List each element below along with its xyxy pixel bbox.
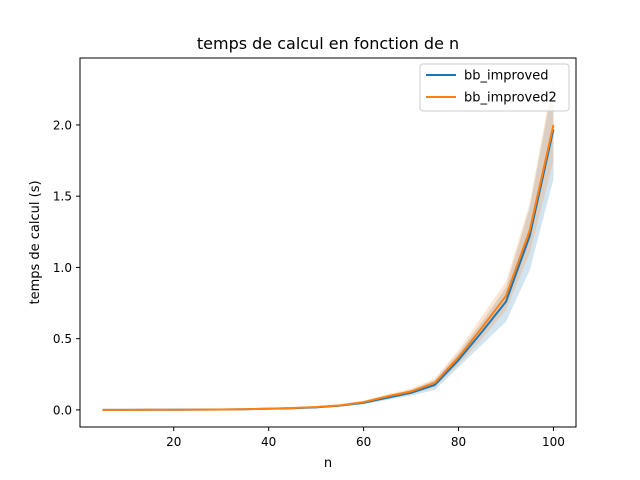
series-line-bb-improved2 <box>102 124 555 411</box>
legend-label-bb-improved: bb_improved <box>464 69 549 84</box>
y-tick-label: 0.5 <box>53 332 72 346</box>
y-tick-label: 2.0 <box>53 118 72 132</box>
x-axis-label: n <box>324 456 332 471</box>
series-lines <box>102 124 555 411</box>
band-bb-improved2 <box>102 75 554 410</box>
x-tick-label: 20 <box>166 435 181 449</box>
plot-frame <box>79 57 577 428</box>
y-axis-label: temps de calcul (s) <box>28 180 43 304</box>
x-axis-ticks: 20 40 60 80 100 <box>166 427 565 449</box>
y-axis-ticks: 0.0 0.5 1.0 1.5 2.0 <box>53 118 80 417</box>
legend: bb_improved bb_improved2 <box>419 63 570 112</box>
y-tick-label: 1.0 <box>53 261 72 275</box>
x-tick-label: 40 <box>261 435 276 449</box>
legend-box <box>419 63 570 112</box>
x-tick-label: 100 <box>542 435 565 449</box>
chart-title: temps de calcul en fonction de n <box>197 34 459 53</box>
legend-label-bb-improved2: bb_improved2 <box>464 91 557 106</box>
x-tick-label: 60 <box>356 435 371 449</box>
y-tick-label: 1.5 <box>53 190 72 204</box>
confidence-bands <box>102 75 554 410</box>
x-tick-label: 80 <box>451 435 466 449</box>
series-line-bb-improved <box>102 129 555 411</box>
band-bb-improved <box>102 82 554 410</box>
y-tick-label: 0.0 <box>53 403 72 417</box>
